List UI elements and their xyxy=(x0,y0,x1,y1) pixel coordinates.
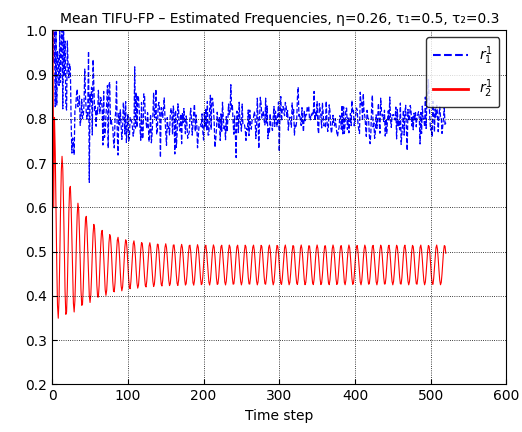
$r^1_1$ xyxy=(98,95,104,100)
Line: $r^1_2$: $r^1_2$ xyxy=(53,30,446,318)
$r^1_2$ xyxy=(55,316,62,321)
$r^1_1$ xyxy=(86,180,92,185)
$r^1_2$ xyxy=(98,244,104,249)
$r^1_1$ xyxy=(61,28,67,33)
$r^1_2$ xyxy=(157,273,163,278)
Title: Mean TIFU-FP – Estimated Frequencies, η=0.26, τ₁=0.5, τ₂=0.3: Mean TIFU-FP – Estimated Frequencies, η=… xyxy=(60,12,499,26)
$r^1_2$ xyxy=(61,248,67,254)
$r^1_2$ xyxy=(358,282,364,287)
$r^1_2$ xyxy=(398,282,404,287)
X-axis label: Time step: Time step xyxy=(245,409,313,423)
$r^1_1$ xyxy=(358,102,364,107)
$r^1_1$ xyxy=(363,134,370,139)
Line: $r^1_1$: $r^1_1$ xyxy=(53,30,446,182)
$r^1_1$ xyxy=(443,120,449,125)
$r^1_1$ xyxy=(50,28,56,33)
$r^1_2$ xyxy=(363,253,370,258)
$r^1_2$ xyxy=(50,28,56,33)
$r^1_2$ xyxy=(443,251,449,256)
$r^1_1$ xyxy=(398,142,404,147)
Legend: $r^1_1$, $r^1_2$: $r^1_1$, $r^1_2$ xyxy=(426,37,500,108)
$r^1_1$ xyxy=(157,155,163,160)
